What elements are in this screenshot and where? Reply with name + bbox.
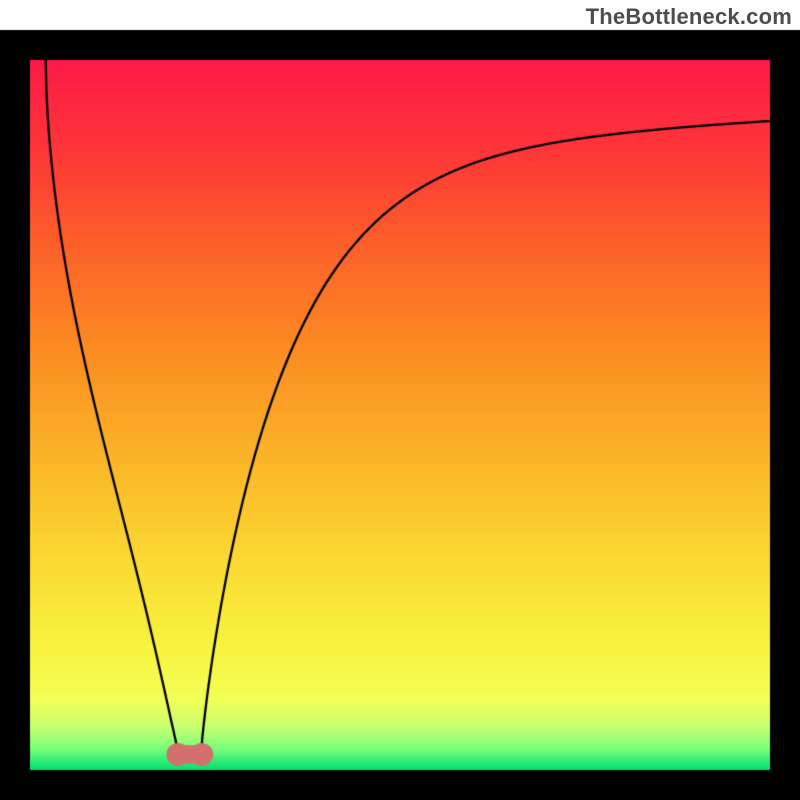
chart-container: TheBottleneck.com <box>0 0 800 800</box>
bottleneck-chart-canvas <box>0 0 800 800</box>
watermark-text: TheBottleneck.com <box>586 4 792 30</box>
